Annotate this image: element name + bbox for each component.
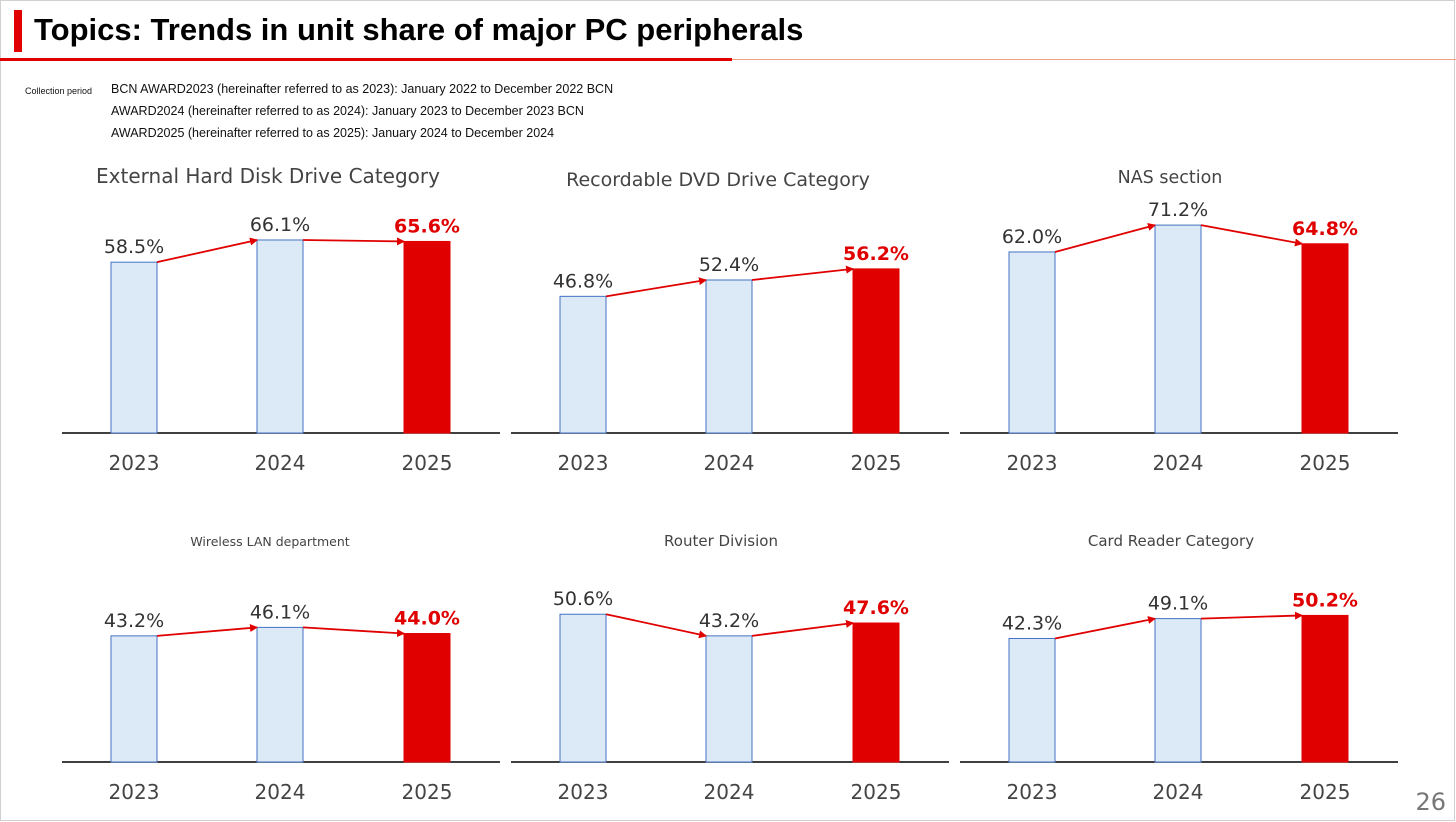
x-tick-label: 2025 [402,451,453,475]
bar [110,635,158,763]
collection-period-line: AWARD2025 (hereinafter referred to as 20… [111,126,555,140]
trend-arrow [1054,616,1156,640]
bar [1154,618,1202,763]
trend-arrow [605,277,707,298]
page-number: 26 [1415,788,1446,816]
x-tick-label: 2023 [109,451,160,475]
trend-arrow [1200,611,1303,620]
trend-arrow [156,237,258,264]
bar [559,613,607,763]
data-label: 52.4% [699,254,759,276]
bar [1301,614,1349,763]
x-tick-label: 2024 [704,780,755,804]
trend-arrow [751,619,854,637]
bar [1154,224,1202,434]
collection-period-line: BCN AWARD2023 (hereinafter referred to a… [111,82,614,96]
bar [1008,251,1056,434]
bar [705,279,753,434]
x-tick-label: 2024 [704,451,755,475]
data-label: 66.1% [250,214,310,236]
bar [256,626,304,763]
trend-arrow [302,237,405,246]
x-tick-label: 2024 [1153,451,1204,475]
data-label: 49.1% [1148,593,1208,615]
data-label: 62.0% [1002,226,1062,248]
x-tick-label: 2025 [851,780,902,804]
title-rule [732,59,1456,60]
x-tick-label: 2023 [109,780,160,804]
trend-arrow [302,626,405,638]
trend-arrow [1200,224,1303,247]
data-label: 44.0% [394,608,460,630]
x-tick-label: 2024 [255,780,306,804]
bar [559,295,607,434]
collection-period-line: AWARD2024 (hereinafter referred to as 20… [111,104,584,118]
x-tick-label: 2025 [402,780,453,804]
x-tick-label: 2023 [558,451,609,475]
x-tick-label: 2024 [1153,780,1204,804]
x-tick-label: 2023 [558,780,609,804]
trend-arrow [1054,223,1156,253]
data-label: 46.8% [553,270,613,292]
chart-title: NAS section [1118,168,1223,188]
bar [852,268,900,434]
chart-title: Recordable DVD Drive Category [566,169,870,191]
trend-arrow [156,623,258,637]
x-tick-label: 2023 [1007,451,1058,475]
data-label: 64.8% [1292,218,1358,240]
data-label: 50.6% [553,588,613,610]
data-label: 50.2% [1292,589,1358,611]
x-tick-label: 2025 [1300,780,1351,804]
bar [1008,637,1056,763]
data-label: 47.6% [843,597,909,619]
data-label: 71.2% [1148,199,1208,221]
data-label: 56.2% [843,243,909,265]
bar [705,635,753,763]
bar [852,622,900,763]
chart-title: Router Division [664,532,778,550]
collection-period-label: Collection period [25,86,93,96]
x-tick-label: 2024 [255,451,306,475]
trend-arrow [605,613,707,639]
chart-title: Wireless LAN department [190,534,349,549]
chart-title: External Hard Disk Drive Category [96,164,440,188]
x-tick-label: 2023 [1007,780,1058,804]
x-tick-label: 2025 [851,451,902,475]
trend-arrow [751,265,854,281]
data-label: 43.2% [104,610,164,632]
chart-title: Card Reader Category [1088,532,1254,550]
x-tick-label: 2025 [1300,451,1351,475]
data-label: 65.6% [394,215,460,237]
page-title: Topics: Trends in unit share of major PC… [34,12,804,47]
title-underline [0,58,732,61]
data-label: 46.1% [250,601,310,623]
bar [403,240,451,434]
bar [1301,243,1349,434]
bar [110,261,158,434]
title-accent-bar [14,10,22,52]
data-label: 43.2% [699,610,759,632]
bar [256,239,304,434]
data-label: 42.3% [1002,612,1062,634]
bar [403,633,451,763]
data-label: 58.5% [104,236,164,258]
